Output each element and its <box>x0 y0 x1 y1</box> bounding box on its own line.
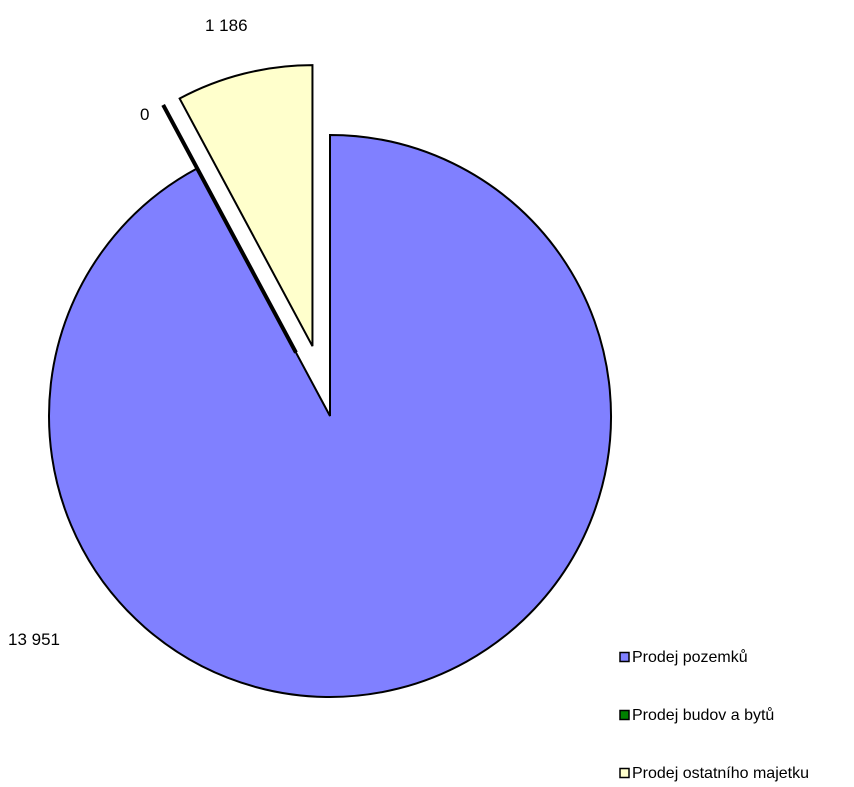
slices-layer <box>48 64 612 698</box>
legend-label: Prodej budov a bytů <box>632 706 774 724</box>
legend-label: Prodej ostatního majetku <box>632 765 809 782</box>
legend-swatch <box>619 651 630 663</box>
slice-prodej-pozemku <box>48 133 612 698</box>
legend-item-prodej-pozemku: Prodej pozemků <box>619 648 748 666</box>
legend-swatch <box>619 709 630 721</box>
slice-prodej-budov-a-bytu <box>161 103 298 354</box>
data-label-prodej-budov-a-bytu: 0 <box>140 105 149 124</box>
legend: Prodej pozemků Prodej budov a bytů Prodej … <box>619 648 809 782</box>
data-labels-layer: 13 951 0 1 186 <box>8 16 248 649</box>
data-label-prodej-ostatniho-majetku: 1 186 <box>205 16 248 35</box>
legend-label: Prodej pozemků <box>632 648 748 666</box>
data-label-prodej-pozemku: 13 951 <box>8 630 60 649</box>
legend-swatch <box>619 767 630 779</box>
legend-item-prodej-budov-a-bytu: Prodej budov a bytů <box>619 706 774 724</box>
slice-prodej-ostatniho-majetku <box>178 64 314 347</box>
legend-item-prodej-ostatniho-majetku: Prodej ostatního majetku <box>619 765 809 782</box>
